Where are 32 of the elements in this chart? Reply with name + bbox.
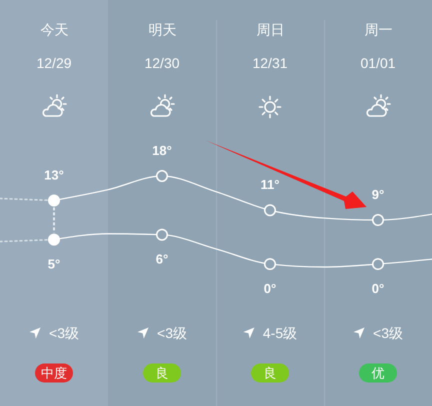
text: <3级 (157, 325, 187, 341)
data-label: 6° (156, 252, 168, 267)
text: 优 (359, 364, 397, 382)
point (156, 170, 168, 182)
text: 12/30 (144, 55, 180, 71)
data-label: 13° (44, 167, 64, 182)
data-label: 11° (260, 177, 280, 192)
point (48, 194, 60, 206)
text: 中度 (35, 364, 73, 382)
data-label: 18° (152, 143, 172, 158)
point (372, 258, 384, 270)
x-tick-label: 明天 (148, 22, 176, 38)
text: 12/31 (252, 55, 288, 71)
x-tick-label: 今天 (40, 22, 68, 38)
text: <3级 (49, 325, 79, 341)
x-tick-label: 周日 (256, 22, 284, 38)
point (264, 204, 276, 216)
text: 良 (251, 364, 289, 382)
x-tick-label: 周一 (364, 22, 392, 38)
point (372, 214, 384, 226)
data-label: 0° (372, 281, 384, 296)
text: 01/01 (360, 55, 396, 71)
text: 12/29 (36, 55, 72, 71)
point (48, 234, 60, 246)
data-label: 0° (264, 281, 276, 296)
point (156, 228, 168, 241)
text: 良 (143, 364, 181, 382)
data-label: 9° (372, 187, 384, 202)
point (264, 258, 276, 270)
data-label: 5° (48, 256, 60, 272)
text: 4-5级 (262, 325, 298, 341)
text: <3级 (373, 325, 403, 341)
